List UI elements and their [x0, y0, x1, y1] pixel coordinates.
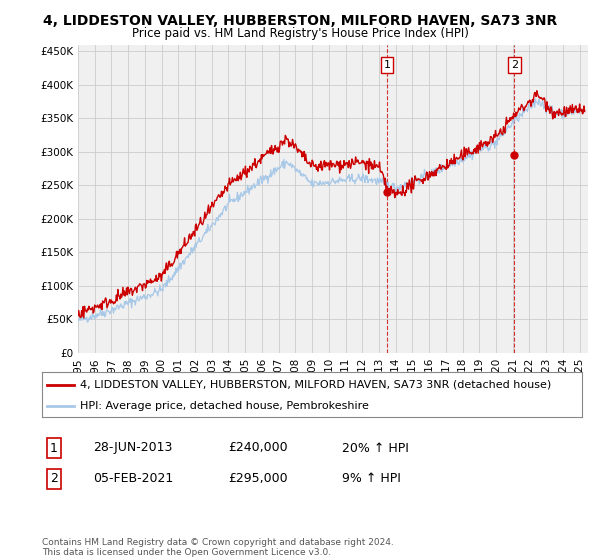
Text: 4, LIDDESTON VALLEY, HUBBERSTON, MILFORD HAVEN, SA73 3NR: 4, LIDDESTON VALLEY, HUBBERSTON, MILFORD… — [43, 14, 557, 28]
Text: 2: 2 — [50, 472, 58, 486]
Text: £295,000: £295,000 — [228, 472, 287, 486]
Text: Price paid vs. HM Land Registry's House Price Index (HPI): Price paid vs. HM Land Registry's House … — [131, 27, 469, 40]
Text: 1: 1 — [383, 60, 391, 70]
Text: £240,000: £240,000 — [228, 441, 287, 455]
Text: Contains HM Land Registry data © Crown copyright and database right 2024.
This d: Contains HM Land Registry data © Crown c… — [42, 538, 394, 557]
Text: 9% ↑ HPI: 9% ↑ HPI — [342, 472, 401, 486]
Text: 05-FEB-2021: 05-FEB-2021 — [93, 472, 173, 486]
Text: 4, LIDDESTON VALLEY, HUBBERSTON, MILFORD HAVEN, SA73 3NR (detached house): 4, LIDDESTON VALLEY, HUBBERSTON, MILFORD… — [80, 380, 551, 390]
Text: HPI: Average price, detached house, Pembrokeshire: HPI: Average price, detached house, Pemb… — [80, 401, 368, 411]
Text: 2: 2 — [511, 60, 518, 70]
Text: 28-JUN-2013: 28-JUN-2013 — [93, 441, 172, 455]
Text: 20% ↑ HPI: 20% ↑ HPI — [342, 441, 409, 455]
Text: 1: 1 — [50, 441, 58, 455]
